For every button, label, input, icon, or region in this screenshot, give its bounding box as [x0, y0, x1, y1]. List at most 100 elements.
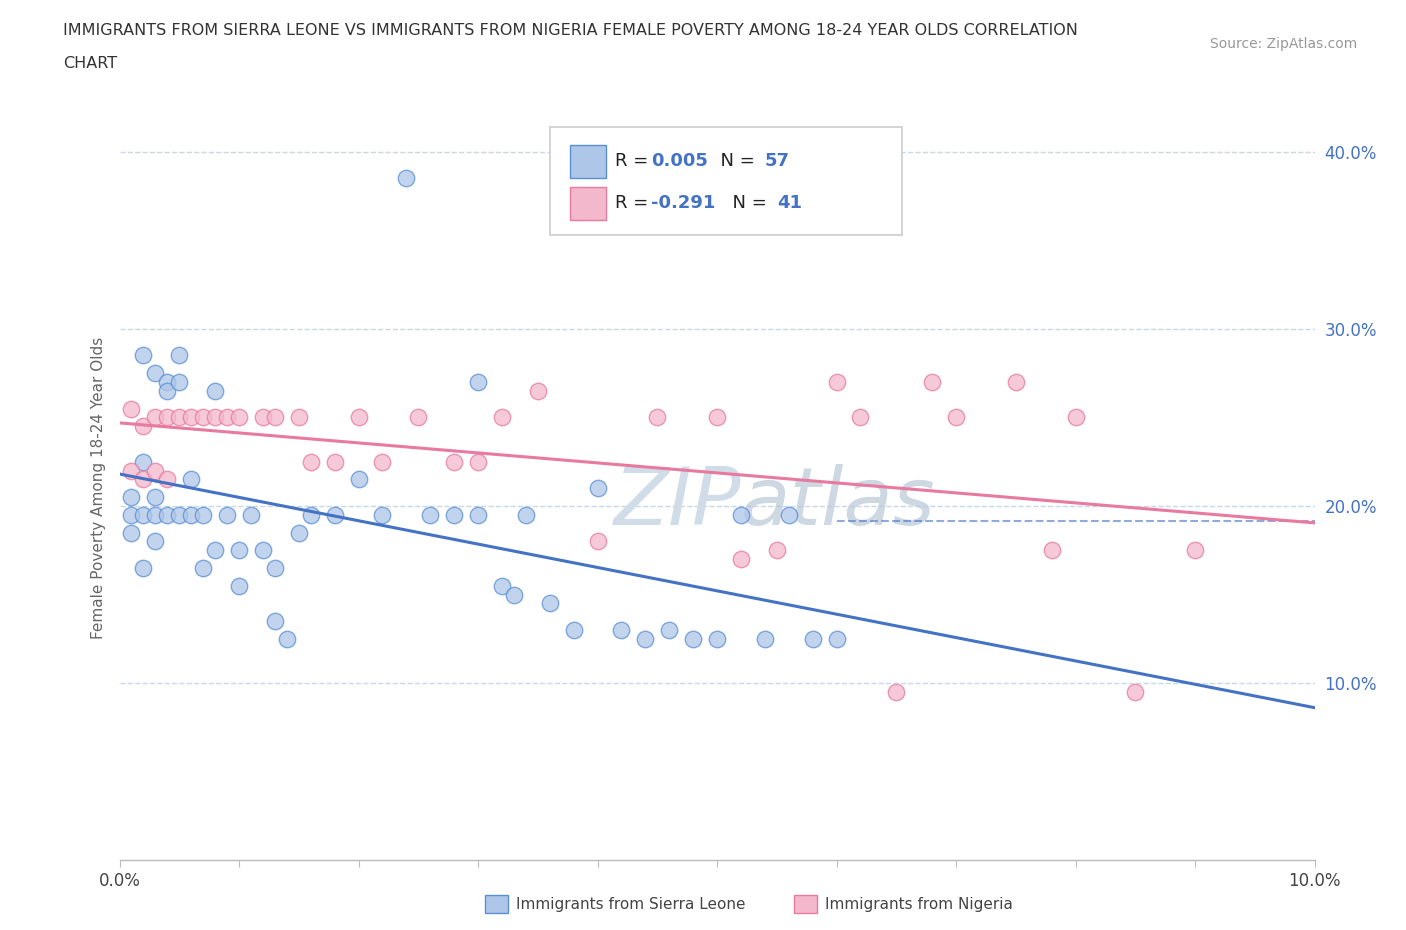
Point: [491, 578, 513, 593]
Point: [849, 410, 872, 425]
Point: [145, 490, 166, 505]
Point: [180, 508, 202, 523]
Point: [156, 508, 179, 523]
Point: [264, 614, 287, 629]
Point: [1125, 684, 1147, 699]
Text: R =: R =: [616, 152, 654, 170]
Point: [586, 481, 609, 496]
Point: [132, 508, 155, 523]
Point: [156, 375, 179, 390]
Point: [1005, 375, 1028, 390]
Text: Source: ZipAtlas.com: Source: ZipAtlas.com: [1209, 37, 1357, 51]
Text: atlas: atlas: [741, 464, 936, 542]
Point: [191, 410, 215, 425]
Point: [658, 622, 681, 637]
Point: [538, 596, 561, 611]
Point: [204, 543, 226, 558]
Point: [132, 472, 155, 486]
Point: [204, 410, 226, 425]
Point: [825, 631, 848, 646]
Point: [467, 375, 489, 390]
Point: [503, 587, 526, 602]
Point: [323, 508, 346, 523]
Point: [169, 375, 191, 390]
Point: [371, 454, 394, 469]
Point: [121, 525, 143, 540]
Point: [467, 508, 489, 523]
Point: [347, 410, 370, 425]
Point: [217, 410, 239, 425]
Point: [562, 622, 585, 637]
Point: [323, 454, 346, 469]
Point: [156, 472, 179, 486]
Point: [191, 508, 215, 523]
Point: [121, 401, 143, 416]
Point: [467, 454, 489, 469]
Point: [264, 561, 287, 576]
Point: [443, 454, 465, 469]
Point: [754, 631, 776, 646]
Point: [121, 463, 143, 478]
Point: [527, 383, 550, 398]
Text: ZIP: ZIP: [613, 464, 741, 542]
Point: [132, 418, 155, 433]
Point: [276, 631, 298, 646]
Point: [191, 561, 215, 576]
Point: [371, 508, 394, 523]
Point: [264, 410, 287, 425]
Point: [395, 171, 418, 186]
Point: [145, 508, 166, 523]
Text: CHART: CHART: [63, 56, 117, 71]
Point: [419, 508, 441, 523]
Point: [288, 410, 311, 425]
Point: [169, 508, 191, 523]
Point: [228, 543, 250, 558]
Point: [408, 410, 430, 425]
Point: [706, 631, 728, 646]
Point: [730, 551, 752, 566]
Point: [491, 410, 513, 425]
Point: [730, 508, 752, 523]
Point: [132, 348, 155, 363]
Text: N =: N =: [709, 152, 761, 170]
Point: [228, 410, 250, 425]
Point: [921, 375, 943, 390]
Text: R =: R =: [616, 194, 654, 212]
FancyBboxPatch shape: [569, 144, 606, 178]
Point: [1184, 543, 1206, 558]
Point: [180, 472, 202, 486]
Point: [252, 410, 274, 425]
Text: 41: 41: [778, 194, 801, 212]
Point: [634, 631, 657, 646]
Point: [204, 383, 226, 398]
Point: [443, 508, 465, 523]
Point: [515, 508, 537, 523]
Point: [945, 410, 967, 425]
Point: [886, 684, 908, 699]
Point: [132, 561, 155, 576]
Point: [706, 410, 728, 425]
Point: [145, 463, 166, 478]
Point: [299, 508, 322, 523]
Text: Immigrants from Sierra Leone: Immigrants from Sierra Leone: [516, 897, 745, 912]
Point: [228, 578, 250, 593]
Point: [156, 383, 179, 398]
Text: 0.005: 0.005: [651, 152, 709, 170]
Point: [145, 365, 166, 380]
Text: -0.291: -0.291: [651, 194, 716, 212]
Point: [156, 410, 179, 425]
Text: N =: N =: [721, 194, 772, 212]
Point: [801, 631, 824, 646]
Point: [682, 631, 704, 646]
FancyBboxPatch shape: [569, 187, 606, 220]
Point: [766, 543, 789, 558]
Point: [169, 410, 191, 425]
Point: [1040, 543, 1063, 558]
Point: [347, 472, 370, 486]
Point: [180, 410, 202, 425]
Point: [239, 508, 263, 523]
Point: [145, 534, 166, 549]
FancyBboxPatch shape: [550, 127, 903, 235]
Text: Immigrants from Nigeria: Immigrants from Nigeria: [825, 897, 1014, 912]
Point: [132, 454, 155, 469]
